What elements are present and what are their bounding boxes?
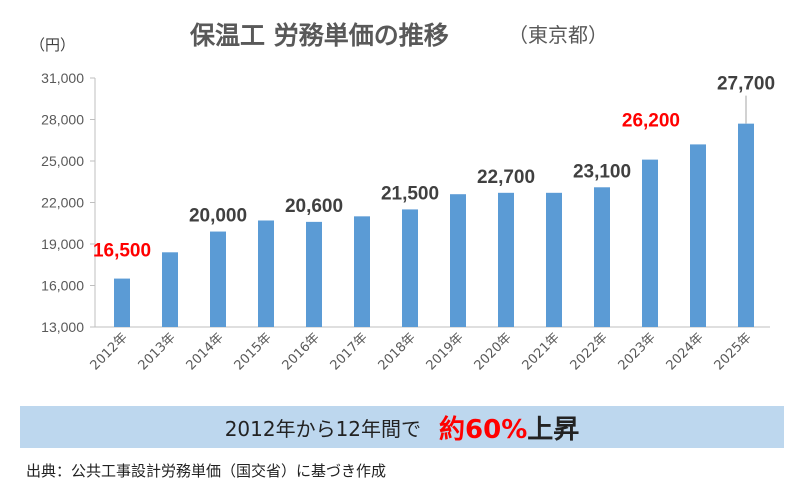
- x-tick-label: 2013年: [136, 330, 179, 373]
- bar: [738, 123, 754, 328]
- bar: [306, 221, 322, 327]
- y-tick-label: 13,000: [41, 319, 84, 335]
- data-labels: 16,500 20,000 20,600 21,500 22,700 23,100 26,2…: [93, 74, 775, 262]
- chart-subtitle: （東京都）: [508, 23, 608, 47]
- summary-highlight-rise: 上昇: [527, 414, 580, 445]
- data-label: 16,500: [93, 241, 151, 262]
- data-label: 27,700: [717, 74, 775, 95]
- bar: [594, 187, 610, 327]
- x-tick-label: 2016年: [280, 330, 323, 373]
- x-tick-label: 2017年: [328, 330, 371, 373]
- data-label: 26,200: [622, 110, 680, 131]
- x-tick-label: 2012年: [88, 330, 131, 373]
- bar: [690, 144, 706, 327]
- y-unit-label: （円）: [30, 36, 75, 54]
- bar: [162, 252, 178, 327]
- bar: [114, 278, 130, 327]
- x-tick-label: 2018年: [376, 330, 419, 373]
- data-label: 22,700: [477, 167, 535, 188]
- source-note: 出典：公共工事設計労務単価（国交省）に基づき作成: [26, 462, 387, 480]
- bar-series: [114, 123, 754, 328]
- bar: [642, 159, 658, 327]
- bar: [450, 194, 466, 327]
- x-tick-label: 2019年: [424, 330, 467, 373]
- data-label: 23,100: [573, 161, 631, 182]
- summary-banner: 2012年から12年間で 約60% 上昇: [20, 406, 784, 448]
- bar: [258, 220, 274, 327]
- x-tick-label: 2024年: [664, 330, 707, 373]
- bar: [498, 192, 514, 327]
- y-tick-label: 31,000: [41, 70, 84, 86]
- y-tick-label: 19,000: [41, 236, 84, 252]
- x-tick-label: 2020年: [472, 330, 515, 373]
- chart-title: 保温工 労務単価の推移: [189, 21, 449, 50]
- y-tick-label: 22,000: [41, 195, 84, 211]
- y-tick-label: 28,000: [41, 112, 84, 128]
- x-tick-label: 2015年: [232, 330, 275, 373]
- bar: [354, 216, 370, 327]
- bar-chart: 保温工 労務単価の推移 （東京都） （円） 13,000 16,000 19,000…: [30, 21, 775, 373]
- x-tick-label: 2023年: [616, 330, 659, 373]
- y-tick-label: 25,000: [41, 153, 84, 169]
- data-label: 20,600: [285, 196, 343, 217]
- bar: [402, 209, 418, 327]
- x-tick-label: 2014年: [184, 330, 227, 373]
- x-tick-label: 2025年: [712, 330, 755, 373]
- bar: [210, 231, 226, 327]
- x-tick-label: 2021年: [520, 330, 563, 373]
- y-tick-label: 16,000: [41, 278, 84, 294]
- bar: [546, 192, 562, 327]
- summary-text: 2012年から12年間で: [224, 416, 422, 441]
- data-label: 21,500: [381, 183, 439, 204]
- summary-highlight-percent: 約60%: [439, 414, 528, 445]
- y-axis: 13,000 16,000 19,000 22,000 25,000 28,000 31,0…: [41, 70, 96, 335]
- x-axis: 2012年 2013年 2014年 2015年 2016年 2017年 2018年 2019年…: [88, 326, 770, 373]
- x-tick-label: 2022年: [568, 330, 611, 373]
- data-label: 20,000: [189, 206, 247, 227]
